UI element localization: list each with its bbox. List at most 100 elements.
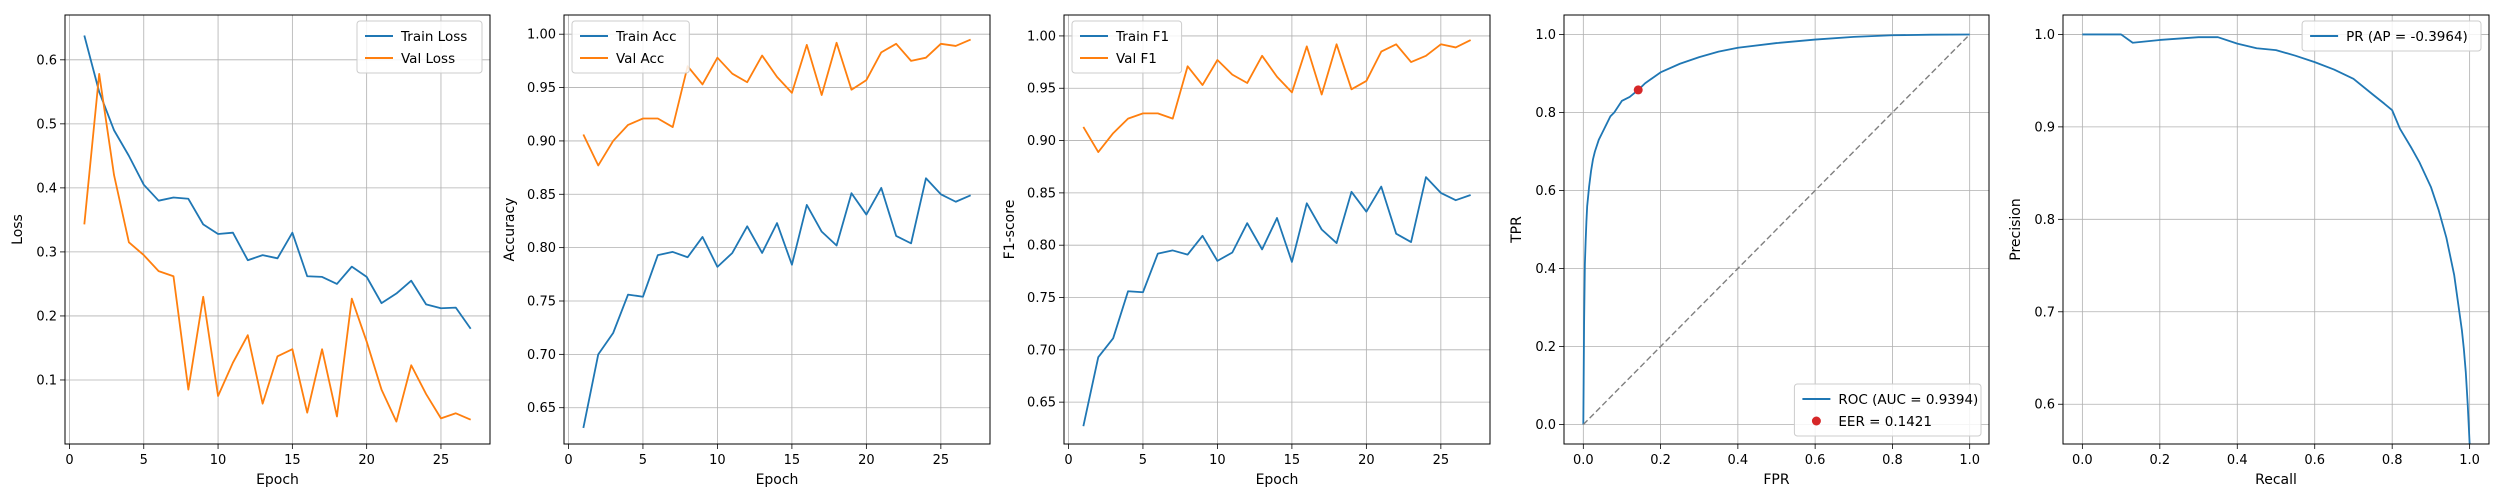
x-tick-label: 20 [1358, 453, 1375, 468]
legend-entry-label: Val Loss [401, 51, 455, 67]
x-axis-label: Recall [2255, 472, 2297, 488]
y-tick-label: 0.70 [527, 348, 556, 363]
y-tick-label: 0.6 [2034, 398, 2055, 413]
chart-panel-1: 0 5 10 15 20 25 0.1 0.2 0.3 0.4 0.5 0.6 Epoch Loss Tra… [10, 14, 491, 488]
chart-panel-4: 0.0 0.2 0.4 0.6 0.8 1.0 0.0 0.2 0.4 0.6 0.8 1.0 FPR T… [1509, 14, 1990, 488]
legend-entry-label: Val F1 [1116, 51, 1157, 67]
y-tick-label: 0.65 [527, 401, 556, 416]
x-tick-label: 0.0 [2072, 453, 2093, 468]
x-axis-label: Epoch [1256, 472, 1299, 488]
x-tick-label: 10 [210, 453, 227, 468]
y-tick-label: 1.0 [2034, 28, 2055, 43]
x-tick-label: 5 [140, 453, 148, 468]
chart-panel-5: 0.0 0.2 0.4 0.6 0.8 1.0 0.6 0.7 0.8 0.9 1.0 Recall P… [2008, 14, 2490, 488]
x-axis-label: FPR [1763, 472, 1789, 488]
legend-box [1793, 383, 1982, 437]
x-tick-label: 0.2 [1650, 453, 1671, 468]
axes-frame [2062, 14, 2490, 445]
series-line-2 [1082, 39, 1472, 153]
y-tick-label: 0.9 [2034, 120, 2055, 135]
legend-entry-label: Train Loss [400, 29, 467, 45]
x-tick-label: 25 [433, 453, 450, 468]
legend-box [1071, 20, 1183, 74]
x-tick-label: 20 [858, 453, 875, 468]
x-tick-label: 15 [284, 453, 301, 468]
y-tick-label: 0.80 [1027, 239, 1056, 254]
series-line-2 [83, 73, 472, 423]
x-tick-label: 20 [358, 453, 375, 468]
y-tick-label: 0.65 [1027, 396, 1056, 411]
series-line-1 [1082, 176, 1471, 427]
y-tick-label: 0.4 [36, 181, 57, 196]
legend: PR (AP = -0.3964) [2301, 20, 2482, 52]
x-tick-label: 10 [709, 453, 726, 468]
x-axis-label: Epoch [756, 472, 799, 488]
y-tick-label: 1.00 [1027, 29, 1056, 44]
axes-frame [1063, 14, 1491, 445]
series-line-1 [582, 177, 971, 429]
legend-entry-label: PR (AP = -0.3964) [2346, 29, 2468, 45]
y-tick-label: 0.8 [2034, 213, 2055, 228]
plot-area [582, 38, 971, 429]
x-tick-label: 0.0 [1573, 453, 1594, 468]
plot-area [1582, 33, 1971, 425]
x-tick-label: 10 [1209, 453, 1226, 468]
y-tick-label: 0.2 [36, 309, 57, 324]
y-tick-label: 0.0 [1535, 418, 1556, 433]
x-tick-label: 0.4 [1728, 453, 1749, 468]
y-tick-label: 0.95 [1027, 82, 1056, 97]
series-line-1 [1582, 33, 1970, 425]
y-tick-label: 0.3 [36, 245, 57, 260]
y-tick-label: 0.90 [1027, 134, 1056, 149]
x-tick-label: 0.2 [2149, 453, 2170, 468]
x-tick-label: 15 [784, 453, 801, 468]
x-tick-label: 25 [1433, 453, 1450, 468]
x-tick-label: 0.4 [2227, 453, 2248, 468]
x-tick-label: 15 [1284, 453, 1301, 468]
y-tick-label: 0.8 [1535, 106, 1556, 121]
y-tick-label: 0.5 [36, 117, 57, 132]
legend-entry-label: EER = 0.1421 [1838, 414, 1932, 430]
y-axis-label: Precision [2008, 198, 2024, 260]
chart-panel-3: 0 5 10 15 20 25 0.65 0.70 0.75 0.80 0.85 0.90 0.95 1.… [1002, 14, 1491, 488]
y-tick-label: 1.00 [527, 28, 556, 43]
x-tick-label: 0.8 [2382, 453, 2403, 468]
legend-box [356, 20, 483, 74]
x-tick-label: 0 [1064, 453, 1072, 468]
series-line-1 [2082, 33, 2471, 444]
y-axis-label: TPR [1509, 216, 1525, 244]
plot-area [1082, 39, 1472, 427]
eer-point [1633, 85, 1643, 95]
y-tick-label: 0.85 [1027, 186, 1056, 201]
y-tick-label: 0.90 [527, 134, 556, 149]
legend: Train F1 Val F1 [1071, 20, 1183, 74]
legend-entry-label: Train Acc [615, 29, 677, 45]
series-line-1 [83, 35, 472, 330]
y-tick-label: 0.85 [527, 188, 556, 203]
legend: Train Loss Val Loss [356, 20, 483, 74]
x-tick-label: 0 [564, 453, 572, 468]
y-tick-label: 1.0 [1535, 28, 1556, 43]
series-line-2 [582, 38, 971, 167]
x-tick-label: 0.6 [1805, 453, 1826, 468]
y-tick-label: 0.2 [1535, 340, 1556, 355]
x-tick-label: 1.0 [1959, 453, 1980, 468]
plot-area [83, 35, 472, 423]
legend-entry-label: Train F1 [1115, 29, 1169, 45]
legend: ROC (AUC = 0.9394) EER = 0.1421 [1793, 383, 1982, 437]
y-axis-label: Loss [10, 214, 26, 245]
y-tick-label: 0.80 [527, 241, 556, 256]
y-tick-label: 0.70 [1027, 343, 1056, 358]
legend-entry-label: ROC (AUC = 0.9394) [1838, 392, 1978, 408]
x-tick-label: 0 [65, 453, 73, 468]
x-tick-label: 0.6 [2304, 453, 2325, 468]
axes-frame [563, 14, 991, 445]
y-tick-label: 0.7 [2034, 305, 2055, 320]
chart-panel-2: 0 5 10 15 20 25 0.65 0.70 0.75 0.80 0.85 0.90 0.95 1.… [502, 14, 991, 488]
x-tick-label: 0.8 [1882, 453, 1903, 468]
y-tick-label: 0.75 [1027, 291, 1056, 306]
y-tick-label: 0.6 [1535, 184, 1556, 199]
y-axis-label: F1-score [1002, 200, 1018, 260]
y-tick-label: 0.75 [527, 295, 556, 310]
